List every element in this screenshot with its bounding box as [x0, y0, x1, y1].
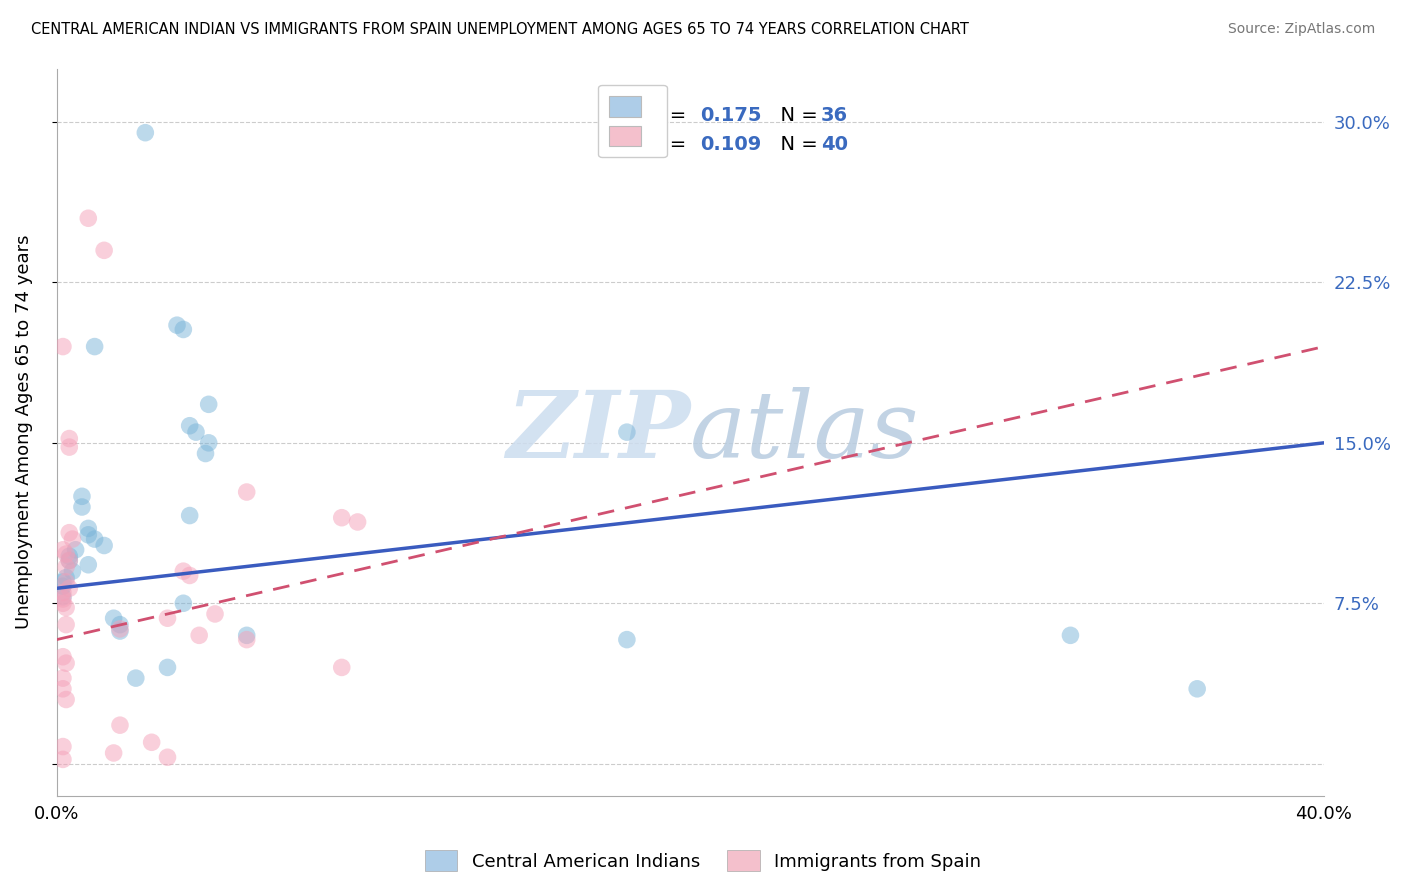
- Y-axis label: Unemployment Among Ages 65 to 74 years: Unemployment Among Ages 65 to 74 years: [15, 235, 32, 630]
- Point: [83, 340, 105, 354]
- Point: [616, 632, 638, 647]
- Point: [52, 739, 75, 754]
- Point: [103, 746, 125, 760]
- Text: N =: N =: [768, 136, 824, 154]
- Legend: Central American Indians, Immigrants from Spain: Central American Indians, Immigrants fro…: [418, 843, 988, 879]
- Point: [156, 750, 179, 764]
- Point: [616, 425, 638, 439]
- Point: [108, 622, 131, 636]
- Point: [108, 617, 131, 632]
- Point: [172, 596, 194, 610]
- Point: [58, 553, 80, 567]
- Point: [52, 681, 75, 696]
- Text: 40: 40: [821, 136, 848, 154]
- Point: [330, 510, 353, 524]
- Point: [194, 446, 217, 460]
- Point: [197, 397, 219, 411]
- Point: [62, 532, 84, 546]
- Point: [1185, 681, 1208, 696]
- Point: [62, 564, 84, 578]
- Point: [58, 440, 80, 454]
- Point: [134, 126, 156, 140]
- Point: [156, 611, 179, 625]
- Point: [235, 632, 257, 647]
- Point: [58, 553, 80, 567]
- Text: 0.175: 0.175: [700, 106, 762, 125]
- Text: R =: R =: [650, 136, 692, 154]
- Point: [52, 752, 75, 766]
- Point: [172, 322, 194, 336]
- Point: [188, 628, 211, 642]
- Point: [55, 656, 77, 670]
- Point: [70, 500, 93, 514]
- Point: [108, 624, 131, 638]
- Point: [52, 649, 75, 664]
- Point: [172, 564, 194, 578]
- Point: [58, 582, 80, 596]
- Point: [179, 568, 201, 582]
- Point: [52, 579, 75, 593]
- Point: [93, 244, 115, 258]
- Point: [52, 574, 75, 589]
- Point: [55, 574, 77, 589]
- Text: atlas: atlas: [690, 387, 920, 477]
- Point: [55, 571, 77, 585]
- Point: [1059, 628, 1081, 642]
- Point: [77, 521, 100, 535]
- Point: [65, 542, 87, 557]
- Point: [156, 660, 179, 674]
- Point: [83, 532, 105, 546]
- Point: [52, 596, 75, 610]
- Point: [70, 489, 93, 503]
- Point: [52, 590, 75, 604]
- Point: [235, 628, 257, 642]
- Point: [52, 585, 75, 599]
- Point: [103, 611, 125, 625]
- Point: [346, 515, 368, 529]
- Point: [77, 211, 100, 226]
- Point: [55, 692, 77, 706]
- Point: [77, 528, 100, 542]
- Point: [58, 432, 80, 446]
- Point: [55, 600, 77, 615]
- Text: Source: ZipAtlas.com: Source: ZipAtlas.com: [1227, 22, 1375, 37]
- Point: [52, 591, 75, 606]
- Point: [141, 735, 163, 749]
- Point: [77, 558, 100, 572]
- Point: [204, 607, 226, 621]
- Point: [166, 318, 188, 333]
- Point: [52, 542, 75, 557]
- Point: [58, 525, 80, 540]
- Point: [52, 340, 75, 354]
- Text: N =: N =: [768, 106, 824, 125]
- Point: [125, 671, 148, 685]
- Point: [235, 485, 257, 500]
- Legend: , : ,: [598, 85, 666, 157]
- Point: [330, 660, 353, 674]
- Point: [55, 617, 77, 632]
- Point: [179, 508, 201, 523]
- Point: [55, 560, 77, 574]
- Text: 36: 36: [821, 106, 848, 125]
- Text: R =: R =: [650, 106, 692, 125]
- Point: [179, 418, 201, 433]
- Point: [108, 718, 131, 732]
- Point: [93, 539, 115, 553]
- Text: 0.109: 0.109: [700, 136, 762, 154]
- Point: [197, 435, 219, 450]
- Point: [55, 547, 77, 561]
- Point: [52, 671, 75, 685]
- Point: [58, 549, 80, 564]
- Text: ZIP: ZIP: [506, 387, 690, 477]
- Text: CENTRAL AMERICAN INDIAN VS IMMIGRANTS FROM SPAIN UNEMPLOYMENT AMONG AGES 65 TO 7: CENTRAL AMERICAN INDIAN VS IMMIGRANTS FR…: [31, 22, 969, 37]
- Point: [184, 425, 207, 439]
